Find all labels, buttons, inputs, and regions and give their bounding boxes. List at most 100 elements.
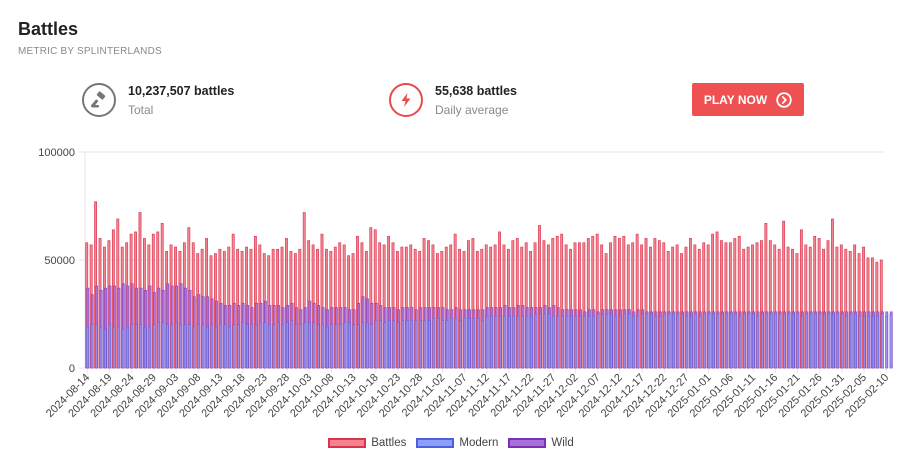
legend-item-modern[interactable]: Modern: [416, 437, 498, 449]
bar-modern: [641, 313, 644, 369]
bar-modern: [530, 315, 533, 369]
bar-modern: [663, 313, 666, 369]
chevron-right-circle-icon: [776, 91, 792, 108]
bar-modern: [365, 322, 369, 369]
bar-modern: [525, 315, 529, 369]
bar-modern: [809, 313, 813, 369]
y-tick-label: 100000: [38, 147, 75, 159]
bar-modern: [601, 313, 604, 369]
bar-modern: [374, 320, 378, 369]
legend-item-battles[interactable]: Battles: [328, 437, 406, 449]
bar-modern: [805, 313, 808, 369]
bar-modern: [738, 315, 742, 369]
bar-modern: [241, 322, 245, 369]
bar-modern: [774, 313, 777, 369]
bar-modern: [507, 315, 511, 369]
bar-modern: [170, 324, 174, 369]
bar-modern: [290, 320, 294, 369]
bar-modern: [534, 313, 538, 369]
bar-modern: [871, 315, 875, 369]
bar-modern: [103, 328, 107, 369]
bar-modern: [428, 320, 431, 369]
bar-modern: [117, 326, 120, 369]
chart-legend: Battles Modern Wild: [0, 437, 902, 449]
bar-modern: [108, 324, 112, 369]
bar-modern: [121, 328, 125, 369]
bar-modern: [698, 315, 702, 369]
bar-modern: [800, 315, 804, 369]
bar-modern: [570, 315, 573, 369]
bar-modern: [321, 324, 325, 369]
bar-modern: [499, 315, 502, 369]
bar-modern: [281, 324, 285, 369]
bar-modern: [95, 324, 98, 369]
bar-modern: [885, 315, 888, 369]
bar-modern: [729, 313, 733, 369]
bar-modern: [445, 320, 449, 369]
bar-modern: [197, 324, 200, 369]
bar-modern: [317, 324, 320, 369]
bar-modern: [863, 315, 866, 369]
x-axis-ticks: 2024-08-142024-08-192024-08-242024-08-29…: [44, 372, 891, 420]
bar-modern: [246, 324, 249, 369]
bar-modern: [574, 315, 578, 369]
bar-modern: [250, 324, 254, 369]
bar-modern: [818, 313, 822, 369]
bar-modern: [112, 326, 116, 369]
daily-average-stat: 55,638 battles Daily average: [389, 83, 517, 117]
bar-modern: [388, 320, 391, 369]
bar-modern: [277, 322, 280, 369]
legend-swatch-wild: [508, 438, 547, 448]
bar-modern: [436, 318, 440, 369]
total-battles-value: 10,237,507 battles: [128, 83, 235, 98]
bar-modern: [578, 315, 582, 369]
bar-modern: [135, 324, 138, 369]
bar-modern: [716, 313, 720, 369]
bar-modern: [472, 318, 476, 369]
bar-modern: [419, 320, 422, 369]
bar-modern: [174, 322, 178, 369]
bar-modern: [760, 313, 764, 369]
legend-item-wild[interactable]: Wild: [508, 437, 574, 449]
bar-modern: [547, 313, 551, 369]
bar-modern: [681, 313, 684, 369]
bar-modern: [632, 315, 635, 369]
daily-average-value: 55,638 battles: [435, 83, 517, 98]
bar-modern: [148, 326, 151, 369]
bar-modern: [90, 324, 94, 369]
bar-modern: [268, 324, 271, 369]
bar-modern: [658, 315, 662, 369]
bar-modern: [814, 313, 817, 369]
bar-modern: [627, 313, 631, 369]
bar-modern: [685, 315, 689, 369]
bar-modern: [130, 324, 134, 369]
bar-modern: [583, 315, 586, 369]
bar-modern: [720, 313, 724, 369]
bar-modern: [609, 313, 613, 369]
bar-modern: [734, 313, 737, 369]
bar-modern: [587, 315, 591, 369]
bar-modern: [618, 315, 622, 369]
bar-modern: [787, 313, 791, 369]
bar-modern: [783, 313, 786, 369]
bar-modern: [294, 324, 298, 369]
bar-modern: [654, 315, 658, 369]
legend-swatch-battles: [328, 438, 367, 448]
bar-modern: [707, 313, 711, 369]
bar-modern: [343, 322, 347, 369]
bar-modern: [259, 322, 262, 369]
bar-modern: [254, 324, 258, 369]
bar-modern: [836, 313, 840, 369]
legend-label-modern: Modern: [459, 437, 499, 449]
bar-modern: [263, 322, 267, 369]
bar-modern: [161, 322, 165, 369]
bar-modern: [623, 313, 626, 369]
bar-modern: [791, 313, 795, 369]
play-now-button[interactable]: PLAY NOW: [692, 83, 804, 116]
bar-modern: [880, 313, 884, 369]
bar-modern: [476, 318, 480, 369]
bar-modern: [703, 313, 706, 369]
bar-modern: [463, 318, 467, 369]
bar-modern: [214, 326, 218, 369]
bar-modern: [845, 315, 848, 369]
